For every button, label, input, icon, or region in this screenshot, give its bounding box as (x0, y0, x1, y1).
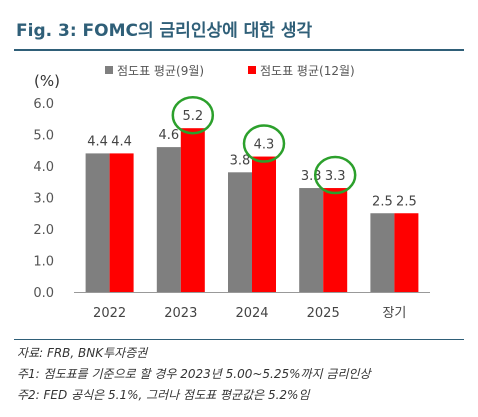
highlight-circle (171, 95, 215, 135)
data-label: 3.3 (301, 169, 322, 184)
data-label: 3.3 (325, 169, 346, 184)
data-label: 4.4 (87, 134, 108, 149)
bar-2025-1 (299, 188, 324, 292)
data-label: 3.8 (230, 153, 251, 168)
x-tick-label: 2023 (164, 306, 197, 321)
x-tick-label: 2024 (235, 306, 268, 321)
y-tick-label: 6.0 (33, 97, 54, 112)
y-tick-label: 3.0 (33, 192, 54, 207)
data-label: 2.5 (372, 194, 393, 209)
footnote-2: 주2: FED 공식은 5.1%, 그러나 점도표 평균값은 5.2%임 (17, 388, 310, 402)
data-label: 5.2 (182, 109, 203, 124)
footer-divider (14, 339, 464, 340)
bar-장기-2 (394, 213, 419, 292)
x-tick-label: 2022 (93, 306, 126, 321)
legend: 점도표 평균(9월) 점도표 평균(12월) (105, 64, 355, 78)
bar-2024-1 (228, 172, 252, 292)
bar-2022-2 (109, 153, 134, 292)
legend-swatch-1 (105, 66, 113, 74)
title-divider (14, 49, 464, 51)
highlight-circles (171, 95, 357, 195)
y-tick-label: 2.0 (33, 223, 54, 238)
x-tick-label: 장기 (382, 306, 406, 321)
bar-2022-1 (85, 153, 110, 292)
bar-2024-2 (252, 156, 276, 292)
y-axis: 0.0 1.0 2.0 3.0 4.0 5.0 6.0 (33, 97, 430, 301)
y-tick-label: 1.0 (33, 255, 54, 270)
y-tick-label: 4.0 (33, 160, 54, 175)
footnote-1: 주1: 점도표를 기준으로 할 경우 2023년 5.00~5.25%까지 금리… (17, 367, 371, 381)
y-tick-label: 5.0 (33, 129, 54, 144)
y-tick-label: 0.0 (33, 286, 54, 301)
legend-swatch-2 (248, 66, 256, 74)
unit-label: (%) (34, 72, 60, 90)
bars (85, 128, 419, 292)
x-axis: 2022 2023 2024 2025 장기 (93, 306, 406, 321)
bar-chart: (%) 점도표 평균(9월) 점도표 평균(12월) 0.0 1.0 2.0 3.0 4.… (33, 64, 430, 321)
data-label: 4.4 (111, 134, 132, 149)
highlight-circle (242, 124, 286, 163)
highlight-circle (313, 155, 357, 195)
legend-label-2: 점도표 평균(12월) (260, 64, 355, 78)
figure-title: Fig. 3: FOMC의 금리인상에 대한 생각 (16, 21, 313, 41)
legend-label-1: 점도표 평균(9월) (117, 64, 204, 78)
data-label: 2.5 (396, 194, 417, 209)
bar-장기-1 (370, 213, 395, 292)
data-label: 4.6 (158, 128, 179, 143)
bar-2023-2 (180, 128, 205, 292)
data-label: 4.3 (254, 138, 275, 153)
bar-2023-1 (156, 147, 181, 292)
source-note: 자료: FRB, BNK투자증권 (17, 346, 148, 360)
bar-2025-2 (323, 188, 348, 292)
x-tick-label: 2025 (307, 306, 340, 321)
